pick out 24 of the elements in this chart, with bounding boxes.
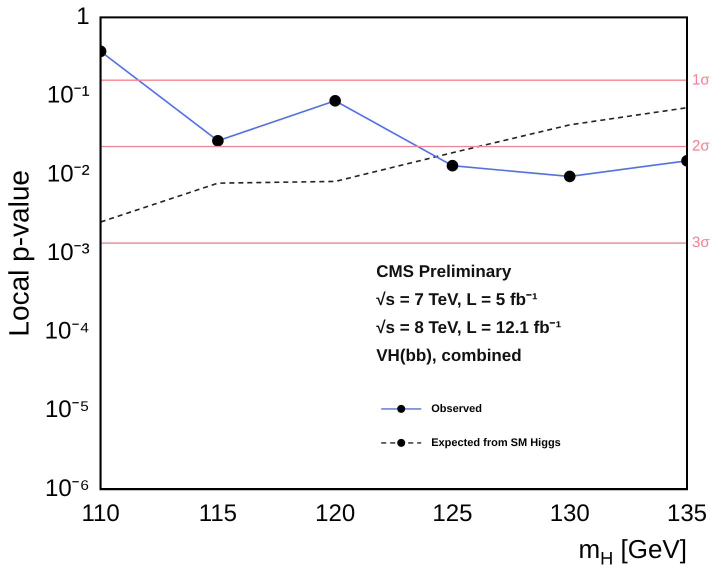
x-tick-label: 120 [315,500,356,528]
x-tick-label: 110 [81,500,120,528]
y-tick-label: 10⁻⁶ [45,474,90,502]
ref-line-label: 3σ [692,234,710,252]
ref-line-label: 1σ [692,71,710,88]
annotation: √s = 8 TeV, L = 12.1 fb⁻¹ [376,318,562,337]
legend-label: Expected from SM Higgs [431,436,561,449]
y-tick-label: 10⁻⁴ [44,318,90,345]
y-tick-label: 10⁻⁵ [44,396,90,424]
y-tick-label: 10⁻³ [46,238,90,266]
x-tick-label: 115 [198,500,238,528]
line-series [100,106,687,223]
y-tick-label: 10⁻² [46,160,90,188]
x-tick-label: 135 [666,500,708,528]
y-axis-title: Local p-value [4,170,35,337]
x-tick-label: 125 [432,500,472,528]
annotation: CMS Preliminary [376,262,512,281]
legend-label: Observed [431,402,482,415]
y-tick-label: 10⁻¹ [46,82,90,109]
annotation: √s = 7 TeV, L = 5 fb⁻¹ [376,290,538,309]
ref-line-label: 2σ [692,138,710,155]
y-tick-label: 1 [76,3,90,30]
x-tick-label: 130 [550,500,590,528]
annotation: VH(bb), combined [376,346,522,365]
